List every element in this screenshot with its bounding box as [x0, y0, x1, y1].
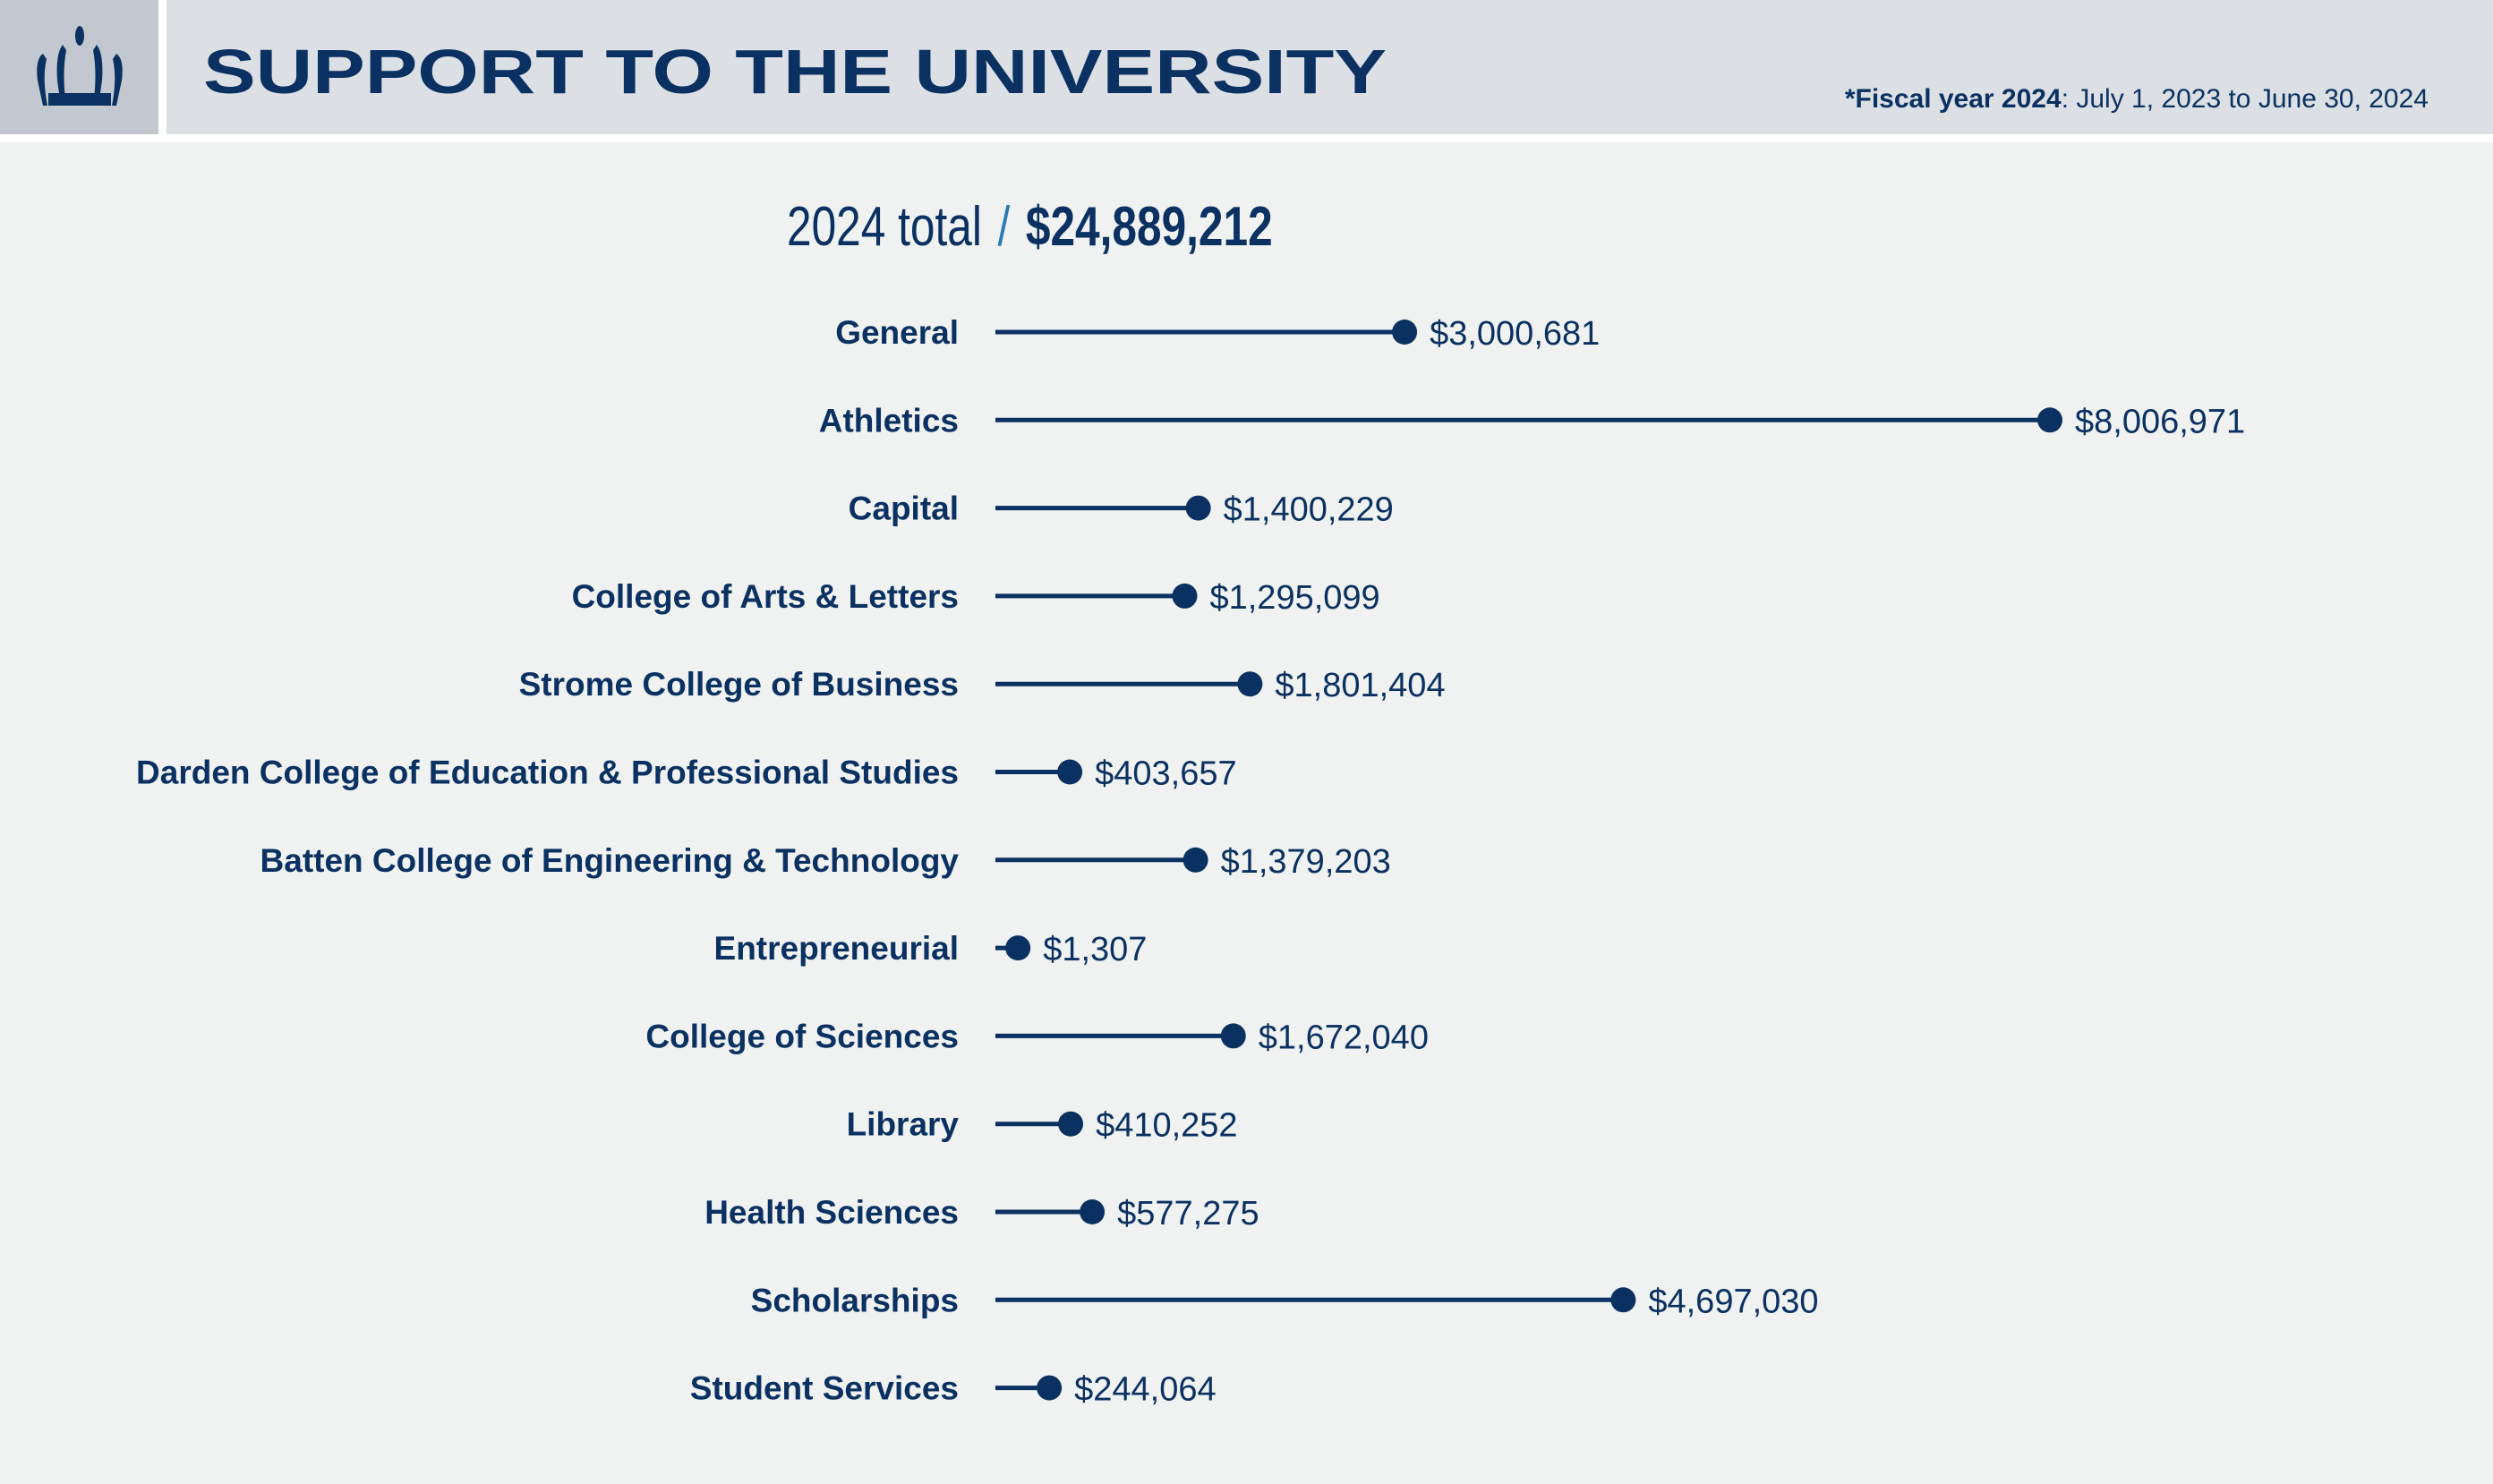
lollipop-dot	[1610, 1287, 1636, 1313]
value-label: $410,252	[1096, 1107, 1238, 1145]
fiscal-year-note: *Fiscal year 2024: July 1, 2023 to June …	[1845, 84, 2429, 115]
category-label: Health Sciences	[704, 1194, 959, 1231]
value-label: $577,275	[1117, 1195, 1259, 1232]
value-label: $1,801,404	[1275, 667, 1445, 704]
value-label: $1,295,099	[1209, 579, 1379, 617]
category-label: Strome College of Business	[519, 666, 959, 703]
total-heading: 2024 total / $24,889,212	[787, 195, 1273, 259]
lollipop-dot	[1037, 1375, 1063, 1401]
fiscal-year-label: *Fiscal year 2024	[1844, 84, 2062, 114]
divider	[158, 0, 166, 134]
lollipop-dot	[1392, 320, 1418, 345]
value-label: $1,307	[1043, 931, 1147, 968]
value-label: $403,657	[1095, 755, 1237, 793]
total-amount: $24,889,212	[1025, 196, 1273, 258]
lollipop-dot	[1005, 935, 1031, 961]
lollipop-dot	[1220, 1023, 1246, 1049]
category-label: Capital	[849, 490, 959, 527]
category-label: Darden College of Education & Profession…	[136, 755, 959, 791]
lollipop-dot	[1080, 1199, 1106, 1224]
category-label: General	[835, 314, 959, 351]
lollipop-dot	[1172, 583, 1198, 609]
category-label: Student Services	[690, 1370, 959, 1407]
lollipop-dot	[1058, 1111, 1084, 1137]
lollipop-dot	[1182, 847, 1208, 873]
category-label: Batten College of Engineering & Technolo…	[260, 842, 960, 879]
value-label: $4,697,030	[1648, 1283, 1818, 1320]
value-label: $8,006,971	[2075, 403, 2245, 440]
value-label: $244,064	[1074, 1371, 1217, 1409]
value-label: $1,379,203	[1221, 843, 1391, 881]
category-label: Athletics	[819, 402, 959, 439]
page-title-text: SUPPORT TO THE UNIVERSITY	[203, 37, 1387, 107]
total-separator: /	[997, 196, 1011, 258]
divider	[0, 134, 2493, 142]
crown-icon	[37, 26, 123, 106]
header-bar	[0, 0, 2493, 134]
lollipop-dot	[1237, 671, 1263, 697]
value-label: $1,400,229	[1224, 491, 1394, 529]
value-label: $1,672,040	[1259, 1019, 1429, 1056]
total-label: 2024 total	[787, 196, 982, 258]
category-label: Entrepreneurial	[714, 930, 959, 967]
category-label: Library	[847, 1106, 960, 1143]
category-label: Scholarships	[751, 1282, 959, 1318]
lollipop-dot	[1057, 759, 1083, 785]
logo-box	[0, 0, 158, 134]
category-label: College of Sciences	[645, 1018, 959, 1054]
fiscal-year-range: : July 1, 2023 to June 30, 2024	[2061, 84, 2429, 114]
value-label: $3,000,681	[1430, 315, 1600, 353]
lollipop-dot	[1185, 495, 1211, 521]
lollipop-dot	[2037, 407, 2063, 433]
category-label: College of Arts & Letters	[572, 578, 959, 615]
page-title: SUPPORT TO THE UNIVERSITY	[203, 37, 1387, 107]
